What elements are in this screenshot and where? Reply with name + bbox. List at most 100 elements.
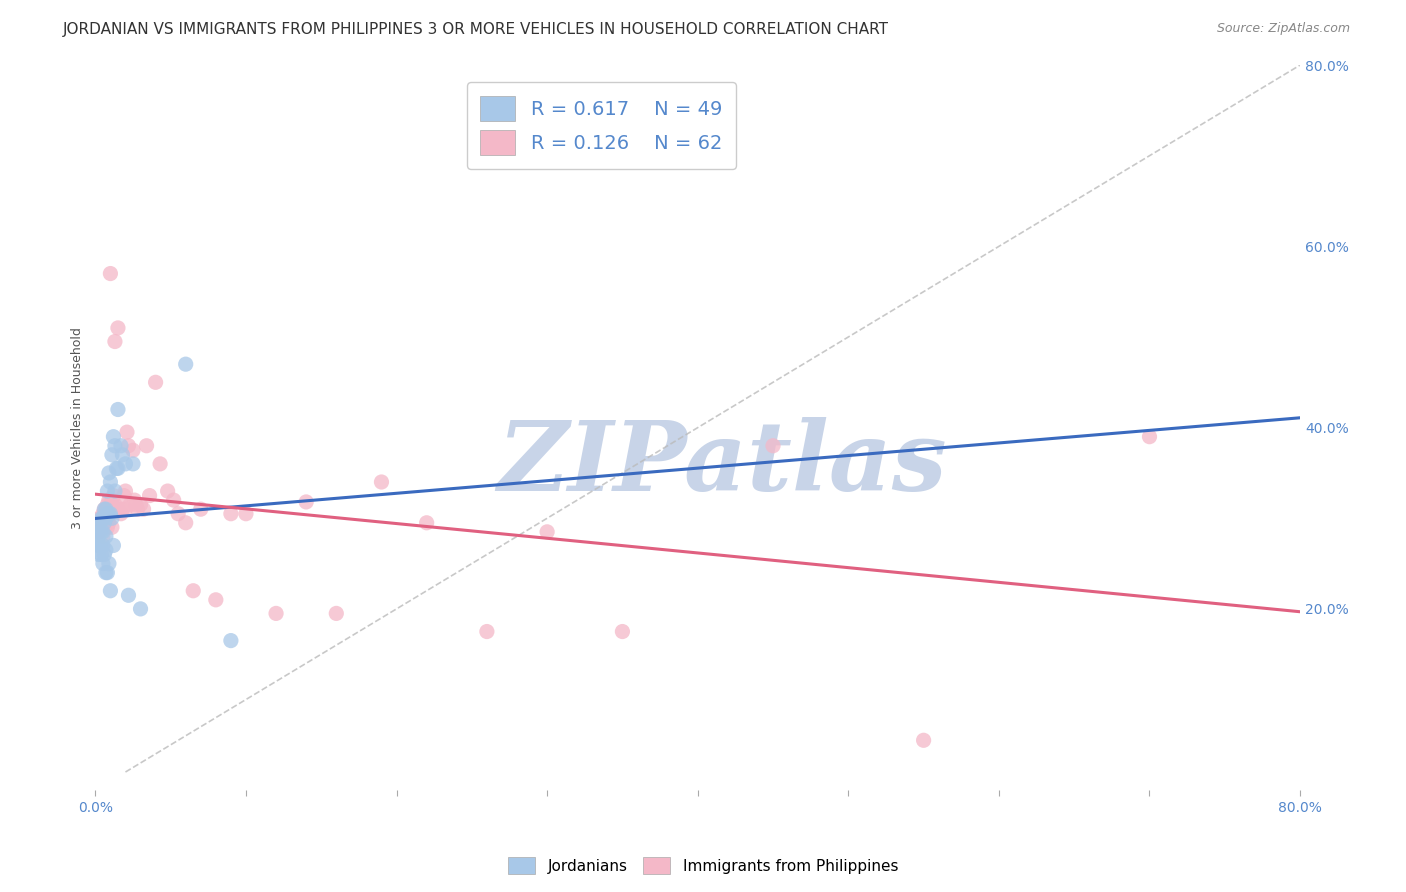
Point (107, 461, 129, 475)
Point (612, 624, 634, 639)
Point (163, 493, 186, 508)
Text: ZIPatlas: ZIPatlas (496, 417, 946, 511)
Point (117, 588, 139, 602)
Point (174, 357, 197, 371)
Point (104, 439, 127, 453)
Legend: R = 0.617    N = 49, R = 0.126    N = 62: R = 0.617 N = 49, R = 0.126 N = 62 (467, 82, 735, 169)
Point (114, 457, 136, 471)
Text: Source: ZipAtlas.com: Source: ZipAtlas.com (1216, 22, 1350, 36)
Point (96, 498, 118, 512)
Point (89, 511, 111, 525)
Point (94, 543, 117, 558)
Point (107, 402, 129, 417)
Point (91, 507, 114, 521)
Point (138, 489, 160, 503)
Point (325, 607, 347, 621)
Point (129, 602, 152, 616)
Point (107, 502, 129, 516)
Legend: Jordanians, Immigrants from Philippines: Jordanians, Immigrants from Philippines (502, 851, 904, 880)
Point (145, 376, 167, 390)
Point (94, 502, 117, 516)
Y-axis label: 3 or more Vehicles in Household: 3 or more Vehicles in Household (72, 326, 84, 529)
Point (89, 516, 111, 530)
Point (129, 498, 152, 512)
Point (97, 557, 120, 571)
Point (132, 502, 155, 516)
Point (536, 524, 558, 539)
Point (86, 520, 108, 534)
Point (91, 529, 114, 543)
Point (87, 529, 110, 543)
Point (103, 430, 125, 444)
Point (101, 448, 124, 462)
Point (101, 493, 124, 508)
Point (94, 529, 117, 543)
Point (104, 334, 127, 349)
Point (86, 533, 108, 548)
Point (103, 538, 125, 552)
Point (103, 489, 125, 503)
Point (264, 607, 287, 621)
Point (96, 507, 118, 521)
Point (235, 507, 257, 521)
Text: JORDANIAN VS IMMIGRANTS FROM PHILIPPINES 3 OR MORE VEHICLES IN HOUSEHOLD CORRELA: JORDANIAN VS IMMIGRANTS FROM PHILIPPINES… (63, 22, 889, 37)
Point (107, 321, 129, 335)
Point (94, 516, 117, 530)
Point (93, 502, 115, 516)
Point (127, 502, 149, 516)
Point (100, 475, 122, 489)
Point (89, 538, 111, 552)
Point (97, 507, 120, 521)
Point (91, 557, 114, 571)
Point (112, 489, 135, 503)
Point (156, 484, 179, 499)
Point (87, 524, 110, 539)
Point (90, 524, 112, 539)
Point (117, 439, 139, 453)
Point (96, 566, 118, 580)
Point (97, 466, 120, 480)
Point (475, 624, 498, 639)
Point (370, 475, 392, 489)
Point (111, 502, 134, 516)
Point (93, 548, 115, 562)
Point (101, 520, 124, 534)
Point (89, 524, 111, 539)
Point (219, 633, 242, 648)
Point (93, 516, 115, 530)
Point (1139, 430, 1161, 444)
Point (86, 516, 108, 530)
Point (762, 439, 785, 453)
Point (91, 538, 114, 552)
Point (122, 443, 145, 458)
Point (219, 507, 242, 521)
Point (87, 548, 110, 562)
Point (97, 493, 120, 508)
Point (91, 511, 114, 525)
Point (94, 502, 117, 516)
Point (115, 425, 138, 439)
Point (114, 484, 136, 499)
Point (190, 502, 212, 516)
Point (100, 583, 122, 598)
Point (110, 439, 132, 453)
Point (114, 502, 136, 516)
Point (124, 493, 146, 508)
Point (167, 507, 190, 521)
Point (93, 520, 115, 534)
Point (97, 516, 120, 530)
Point (118, 498, 141, 512)
Point (174, 516, 197, 530)
Point (100, 267, 122, 281)
Point (100, 507, 122, 521)
Point (96, 520, 118, 534)
Point (110, 507, 132, 521)
Point (94, 566, 117, 580)
Point (91, 524, 114, 539)
Point (135, 439, 157, 453)
Point (90, 516, 112, 530)
Point (111, 448, 134, 462)
Point (415, 516, 437, 530)
Point (149, 457, 172, 471)
Point (96, 484, 118, 499)
